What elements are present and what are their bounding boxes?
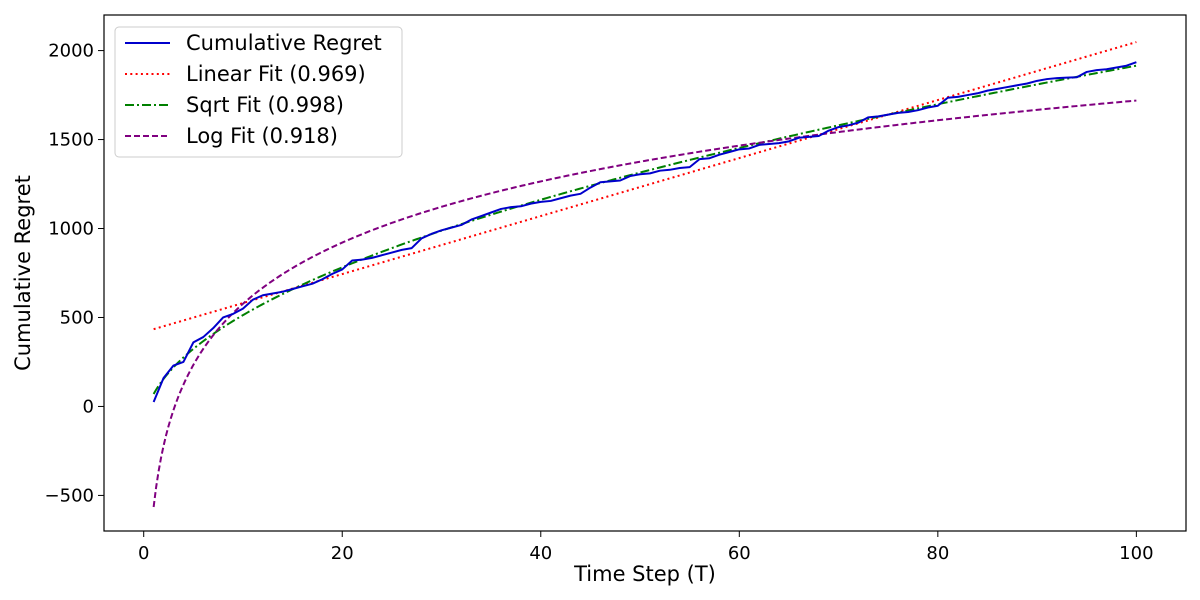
ticks-layer: 0 20 40 60 80 100 −500 0 500 1000 1500 2000 <box>45 41 1154 564</box>
y-tick-label: 2000 <box>48 41 94 62</box>
y-tick-label: 1500 <box>48 130 94 151</box>
legend-entry: Log Fit (0.918) <box>186 124 338 148</box>
x-axis-label: Time Step (T) <box>573 562 716 586</box>
series-line-cumulative-regret <box>152 61 1137 403</box>
legend-entry: Sqrt Fit (0.998) <box>186 93 344 117</box>
legend-box <box>114 26 403 158</box>
y-axis-label: Cumulative Regret <box>11 175 35 371</box>
y-tick-label: 1000 <box>48 219 94 240</box>
x-tick-label: 20 <box>331 543 354 564</box>
y-tick-label: −500 <box>45 485 94 506</box>
x-tick-label: 40 <box>529 543 552 564</box>
x-tick-label: 0 <box>138 543 149 564</box>
legend: Cumulative Regret Linear Fit (0.969) Sqrt … <box>114 26 403 158</box>
x-tick-label: 100 <box>1119 543 1153 564</box>
x-tick-label: 80 <box>926 543 949 564</box>
series-layer <box>152 41 1137 508</box>
legend-entry: Linear Fit (0.969) <box>186 62 366 86</box>
y-tick-label: 500 <box>60 307 94 328</box>
plot-frame <box>103 14 1187 532</box>
series-line-sqrt-fit-0-998 <box>152 64 1137 395</box>
legend-entry: Cumulative Regret <box>186 31 382 55</box>
y-tick-label: 0 <box>83 396 94 417</box>
series-line-log-fit-0-918 <box>152 99 1137 508</box>
x-tick-label: 60 <box>728 543 751 564</box>
